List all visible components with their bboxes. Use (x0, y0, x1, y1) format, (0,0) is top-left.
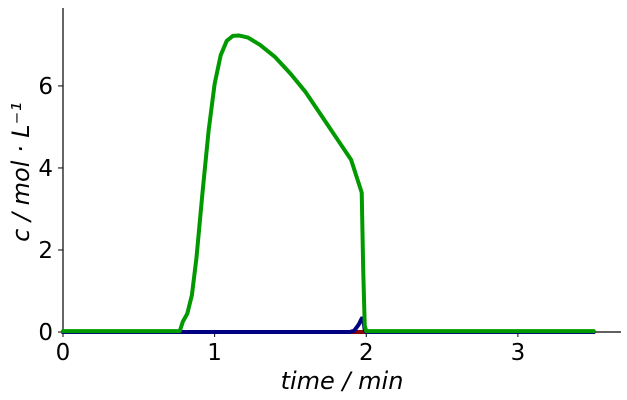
tick-labels: 0 1 2 3 0 2 4 6 (38, 74, 525, 366)
plot-lines (61, 33, 596, 334)
y-tick-label: 0 (38, 320, 53, 346)
y-tick-label: 4 (38, 156, 53, 182)
x-tick-label: 2 (359, 340, 374, 366)
x-tick-label: 1 (207, 340, 222, 366)
y-axis-title: c / mol · L⁻¹ (7, 102, 35, 242)
x-tick-label: 3 (511, 340, 526, 366)
y-tick-label: 2 (38, 238, 53, 264)
x-axis-title: time / min (281, 367, 404, 395)
axes (58, 8, 621, 337)
x-tick-label: 0 (56, 340, 71, 366)
y-tick-label: 6 (38, 74, 53, 100)
series-line (61, 33, 596, 334)
